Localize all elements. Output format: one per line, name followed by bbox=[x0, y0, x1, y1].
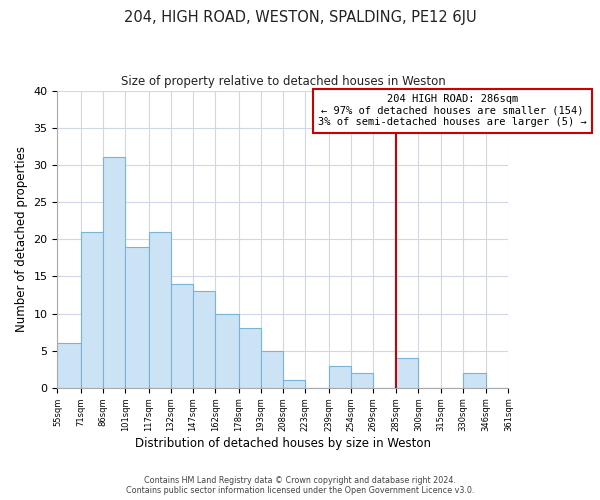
Y-axis label: Number of detached properties: Number of detached properties bbox=[15, 146, 28, 332]
Bar bbox=[171, 284, 193, 388]
Title: Size of property relative to detached houses in Weston: Size of property relative to detached ho… bbox=[121, 75, 445, 88]
Text: Contains HM Land Registry data © Crown copyright and database right 2024.
Contai: Contains HM Land Registry data © Crown c… bbox=[126, 476, 474, 495]
Bar bbox=[215, 314, 239, 388]
Bar bbox=[103, 158, 125, 388]
Bar bbox=[261, 350, 283, 388]
Text: 204, HIGH ROAD, WESTON, SPALDING, PE12 6JU: 204, HIGH ROAD, WESTON, SPALDING, PE12 6… bbox=[124, 10, 476, 25]
Bar bbox=[283, 380, 305, 388]
Bar bbox=[149, 232, 171, 388]
Bar bbox=[463, 373, 486, 388]
Bar bbox=[125, 246, 149, 388]
Bar bbox=[193, 291, 215, 388]
Bar bbox=[329, 366, 350, 388]
Bar bbox=[81, 232, 103, 388]
Text: 204 HIGH ROAD: 286sqm
← 97% of detached houses are smaller (154)
3% of semi-deta: 204 HIGH ROAD: 286sqm ← 97% of detached … bbox=[318, 94, 587, 128]
X-axis label: Distribution of detached houses by size in Weston: Distribution of detached houses by size … bbox=[135, 437, 431, 450]
Bar bbox=[239, 328, 261, 388]
Bar bbox=[350, 373, 373, 388]
Bar bbox=[58, 344, 81, 388]
Bar bbox=[397, 358, 418, 388]
